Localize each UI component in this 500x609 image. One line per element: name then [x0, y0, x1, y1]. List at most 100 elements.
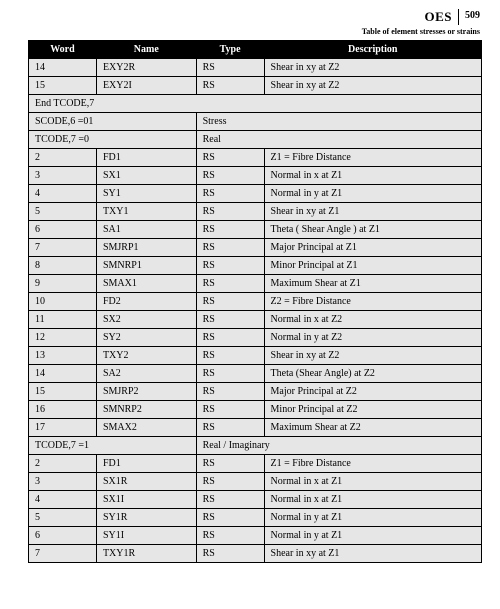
table-row: 5SY1RRSNormal in y at Z1 [29, 509, 482, 527]
cell-word: 12 [29, 329, 97, 347]
cell-type: RS [196, 455, 264, 473]
cell-name: SY1R [96, 509, 196, 527]
cell-type: RS [196, 473, 264, 491]
cell-desc: Shear in xy at Z2 [264, 347, 481, 365]
cell-word: 11 [29, 311, 97, 329]
table-row: 3SX1RSNormal in x at Z1 [29, 167, 482, 185]
cell-name: TXY1 [96, 203, 196, 221]
table-header-row: Word Name Type Description [29, 41, 482, 59]
cell-name: SMAX1 [96, 275, 196, 293]
table-row: 5TXY1RSShear in xy at Z1 [29, 203, 482, 221]
page-number: 509 [465, 10, 480, 21]
cell-word: 6 [29, 221, 97, 239]
cell-type: RS [196, 149, 264, 167]
table-row: 14SA2RSTheta (Shear Angle) at Z2 [29, 365, 482, 383]
cell-desc: Normal in x at Z1 [264, 473, 481, 491]
cell-span: End TCODE,7 [29, 95, 482, 113]
cell-name: FD2 [96, 293, 196, 311]
table-row: 12SY2RSNormal in y at Z2 [29, 329, 482, 347]
cell-name: SA1 [96, 221, 196, 239]
cell-name: EXY2I [96, 77, 196, 95]
cell-word: 4 [29, 491, 97, 509]
divider [458, 9, 459, 25]
cell-type: RS [196, 221, 264, 239]
table-row: 2FD1RSZ1 = Fibre Distance [29, 455, 482, 473]
cell-type: RS [196, 509, 264, 527]
cell-type: RS [196, 329, 264, 347]
cell-desc: Major Principal at Z2 [264, 383, 481, 401]
cell-name: SX1R [96, 473, 196, 491]
cell-desc: Theta (Shear Angle) at Z2 [264, 365, 481, 383]
table-row: 6SA1RSTheta ( Shear Angle ) at Z1 [29, 221, 482, 239]
cell-name: SMNRP2 [96, 401, 196, 419]
col-type: Type [196, 41, 264, 59]
col-word: Word [29, 41, 97, 59]
cell-word: 13 [29, 347, 97, 365]
cell-desc: Normal in x at Z1 [264, 491, 481, 509]
cell-desc: Maximum Shear at Z1 [264, 275, 481, 293]
cell-type: RS [196, 311, 264, 329]
table-row: 7SMJRP1RSMajor Principal at Z1 [29, 239, 482, 257]
cell-name: SX2 [96, 311, 196, 329]
cell-type: RS [196, 167, 264, 185]
cell-word: 3 [29, 473, 97, 491]
table-row: 15EXY2IRSShear in xy at Z2 [29, 77, 482, 95]
table-row: TCODE,7 =1Real / Imaginary [29, 437, 482, 455]
cell-type: RS [196, 383, 264, 401]
cell-desc: Minor Principal at Z1 [264, 257, 481, 275]
cell-type: RS [196, 347, 264, 365]
cell-word: 16 [29, 401, 97, 419]
cell-name: SMJRP1 [96, 239, 196, 257]
cell-type: RS [196, 239, 264, 257]
cell-word: 10 [29, 293, 97, 311]
table-row: 14EXY2RRSShear in xy at Z2 [29, 59, 482, 77]
cell-type: RS [196, 491, 264, 509]
cell-name: SY1I [96, 527, 196, 545]
table-row: 16SMNRP2RSMinor Principal at Z2 [29, 401, 482, 419]
cell-desc: Z2 = Fibre Distance [264, 293, 481, 311]
cell-name: SY1 [96, 185, 196, 203]
cell-word: 17 [29, 419, 97, 437]
cell-type: RS [196, 365, 264, 383]
cell-word: 5 [29, 203, 97, 221]
table-row: 11SX2RSNormal in x at Z2 [29, 311, 482, 329]
table-row: 8SMNRP1RSMinor Principal at Z1 [29, 257, 482, 275]
page: OES 509 Table of element stresses or str… [0, 0, 500, 609]
stress-table: Word Name Type Description 14EXY2RRSShea… [28, 40, 482, 563]
cell-name: FD1 [96, 455, 196, 473]
cell-word: 2 [29, 455, 97, 473]
cell-name: SMNRP1 [96, 257, 196, 275]
cell-name: SMJRP2 [96, 383, 196, 401]
cell-name: SX1I [96, 491, 196, 509]
cell-section-left: TCODE,7 =1 [29, 437, 197, 455]
table-row: 3SX1RRSNormal in x at Z1 [29, 473, 482, 491]
page-header: OES 509 Table of element stresses or str… [28, 8, 482, 36]
cell-desc: Normal in y at Z1 [264, 527, 481, 545]
cell-name: SY2 [96, 329, 196, 347]
table-body: 14EXY2RRSShear in xy at Z215EXY2IRSShear… [29, 59, 482, 563]
cell-word: 7 [29, 545, 97, 563]
cell-type: RS [196, 203, 264, 221]
cell-section-right: Stress [196, 113, 481, 131]
cell-type: RS [196, 59, 264, 77]
cell-type: RS [196, 545, 264, 563]
cell-type: RS [196, 401, 264, 419]
table-row: 15SMJRP2RSMajor Principal at Z2 [29, 383, 482, 401]
cell-desc: Major Principal at Z1 [264, 239, 481, 257]
cell-name: EXY2R [96, 59, 196, 77]
col-name: Name [96, 41, 196, 59]
table-row: TCODE,7 =0Real [29, 131, 482, 149]
cell-name: SMAX2 [96, 419, 196, 437]
table-row: SCODE,6 =01Stress [29, 113, 482, 131]
cell-word: 2 [29, 149, 97, 167]
cell-desc: Normal in x at Z2 [264, 311, 481, 329]
cell-word: 15 [29, 77, 97, 95]
cell-section-left: TCODE,7 =0 [29, 131, 197, 149]
cell-word: 6 [29, 527, 97, 545]
cell-desc: Normal in x at Z1 [264, 167, 481, 185]
cell-type: RS [196, 419, 264, 437]
cell-desc: Normal in y at Z1 [264, 509, 481, 527]
cell-desc: Shear in xy at Z2 [264, 59, 481, 77]
cell-desc: Normal in y at Z2 [264, 329, 481, 347]
cell-section-left: SCODE,6 =01 [29, 113, 197, 131]
